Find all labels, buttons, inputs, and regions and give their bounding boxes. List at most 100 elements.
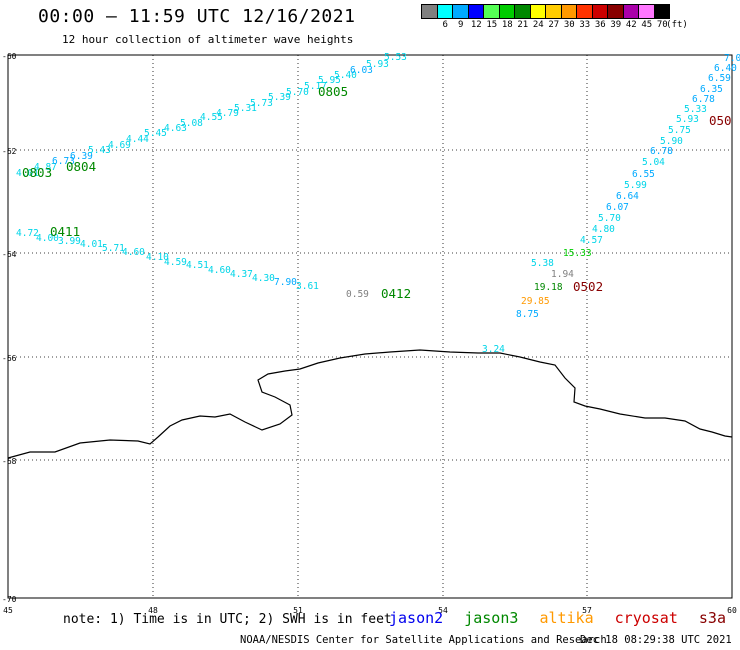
longitude-label: 54 [438,606,448,615]
wave-height-value: 4.00 [36,233,59,244]
latitude-label: -62 [2,147,17,156]
wave-height-value: 4.63 [164,123,187,134]
wave-height-value: 6.03 [350,65,373,76]
wave-height-value: 6.59 [708,73,731,84]
color-swatch-70 [653,4,670,19]
color-scale-label: 12 [470,20,482,30]
color-scale-unit: (ft) [666,20,688,30]
map-subtitle: 12 hour collection of altimeter wave hei… [62,33,354,46]
wave-height-tracks: 4.014.876.736.395.434.694.445.454.635.08… [16,52,740,355]
wave-height-value: 6.78 [692,94,715,105]
color-scale-label: 33 [579,20,591,30]
wave-height-value: 5.31 [234,103,257,114]
wave-height-value: 5.45 [144,128,167,139]
wave-height-value: 4.60 [122,247,145,258]
latitude-label: -70 [2,595,17,604]
wave-height-value: 7.0 [724,53,740,64]
credit-line: NOAA/NESDIS Center for Satellite Applica… [240,634,732,646]
wave-height-value: 4.01 [16,168,39,179]
wave-height-value: 5.53 [384,52,407,63]
track-time-label: 0412 [381,286,411,301]
wave-height-value: 1.94 [551,269,574,280]
wave-height-value: 19.18 [534,282,563,293]
wave-height-value: 4.10 [146,252,169,263]
satellite-s3a: s3a [698,609,726,627]
latitude-label: -64 [2,250,17,259]
wave-height-value: 5.75 [668,125,691,136]
color-scale-label: 39 [610,20,622,30]
wave-height-value: 29.85 [521,296,550,307]
color-scale-swatches [421,4,670,19]
color-scale-label: 9 [458,20,464,30]
wave-height-value: 5.95 [318,75,341,86]
wave-height-value: 4.69 [108,140,131,151]
color-scale-label: 30 [563,20,575,30]
wave-height-value: 5.38 [531,258,554,269]
track-time-label: 050 [709,113,732,128]
longitude-label: 48 [148,606,158,615]
track-time-label: 0502 [573,279,603,294]
track-time-label: 0805 [318,84,348,99]
wave-height-value: 7.90 [274,277,297,288]
wave-height-color-scale: 6 9 12 15 18 21 24 27 30 33 36 39 42 45 70 (ft) [421,4,688,33]
wave-height-value: 4.60 [208,265,231,276]
track-time-label: 0803 [22,165,52,180]
antarctica-coastline [7,349,733,459]
longitude-label: 60 [727,606,737,615]
latitude-label: -68 [2,457,17,466]
wave-height-value: 4.55 [200,112,223,123]
wave-height-value: 6.55 [632,169,655,180]
track-time-label: 0804 [66,159,96,174]
color-scale-label: 21 [517,20,529,30]
wave-height-value: 5.08 [180,118,203,129]
color-scale-label: 45 [641,20,653,30]
wave-height-value: 3.99 [58,236,81,247]
wave-height-value: 6.39 [70,151,93,162]
wave-height-value: 4.80 [592,224,615,235]
map-border [7,54,733,599]
wave-height-value: 5.70 [286,87,309,98]
color-scale-label: 15 [486,20,498,30]
latitude-label: -60 [2,52,17,61]
satellite-legend: jason2 jason3 altika cryosat s3a [389,609,738,627]
color-scale-label: 70 [656,20,668,30]
wave-height-value: 4.57 [580,235,603,246]
wave-height-value: 5.93 [676,114,699,125]
wave-height-value: 6.78 [650,146,673,157]
color-scale-label: 18 [501,20,513,30]
wave-height-value: 3.61 [296,281,319,292]
color-scale-label: 42 [625,20,637,30]
wave-height-value: 6.40 [714,63,737,74]
wave-height-value: 8.75 [516,309,539,320]
wave-height-value: 4.87 [34,162,57,173]
satellite-jason2: jason2 [389,609,444,627]
color-scale-label: 24 [532,20,544,30]
wave-height-value: 6.64 [616,191,639,202]
color-scale-labels: 6 9 12 15 18 21 24 27 30 33 36 39 42 45 70 (ft) [421,19,688,33]
latitude-label: -66 [2,354,17,363]
wave-height-value: 5.93 [366,59,389,70]
credit-text: NOAA/NESDIS Center for Satellite Applica… [240,634,607,646]
wave-height-value: 4.51 [186,260,209,271]
wave-height-value: 5.04 [642,157,665,168]
longitude-label: 57 [582,606,592,615]
map-frame [7,54,733,599]
wave-height-value: 5.33 [684,104,707,115]
wave-height-value: 5.70 [598,213,621,224]
wave-height-value: 5.90 [660,136,683,147]
wave-height-value: 5.40 [334,70,357,81]
color-scale-label: 27 [548,20,560,30]
page-title: 00:00 – 11:59 UTC 12/16/2021 [38,6,356,27]
wave-height-value: 4.01 [80,239,103,250]
wave-height-value: 5.39 [268,92,291,103]
color-scale-label: 36 [594,20,606,30]
units-note: note: 1) Time is in UTC; 2) SWH is in fe… [63,612,392,627]
wave-height-value: 5.73 [250,98,273,109]
wave-height-value: 4.72 [16,228,39,239]
wave-height-value: 6.07 [606,202,629,213]
wave-height-value: 5.71 [102,243,125,254]
color-scale-label: 6 [442,20,448,30]
wave-height-value: 15.33 [563,248,592,259]
graticule [8,55,732,598]
